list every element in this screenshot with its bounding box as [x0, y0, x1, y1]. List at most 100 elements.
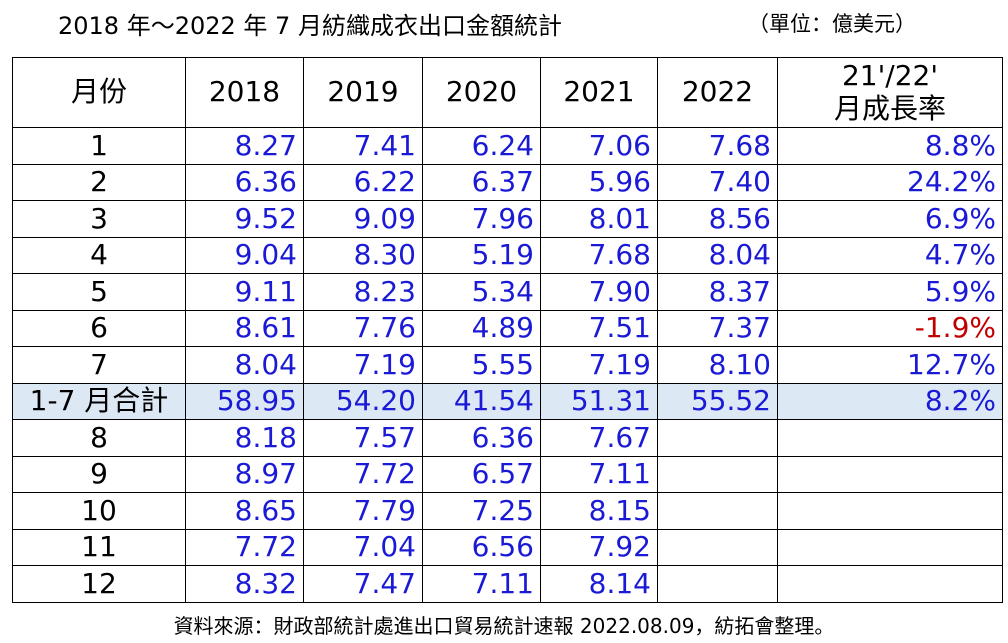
empty-cell — [657, 419, 778, 457]
cell: 24.2% — [777, 163, 1003, 201]
cell: 41.54 — [422, 382, 541, 420]
cell: 7.72 — [185, 528, 304, 566]
row-label: 2 — [12, 163, 186, 201]
column-header: 2022 — [657, 57, 778, 128]
cell: 5.55 — [422, 346, 541, 384]
cell: 4.89 — [422, 309, 541, 347]
cell: 6.9% — [777, 200, 1003, 238]
row-label: 8 — [12, 419, 186, 457]
cell: 7.06 — [540, 127, 658, 165]
cell: 8.97 — [185, 455, 304, 493]
cell: 7.41 — [303, 127, 423, 165]
header-row: 月份 2018 2019 2020 2021 2022 21'/22' 月成長率 — [12, 57, 1003, 128]
cell: 7.79 — [303, 492, 423, 530]
cell: 8.30 — [303, 236, 423, 274]
row-label: 3 — [12, 200, 186, 238]
cell: 6.56 — [422, 528, 541, 566]
cell: 4.7% — [777, 236, 1003, 274]
cell: 8.14 — [540, 565, 658, 603]
empty-cell — [657, 455, 778, 493]
cell: 7.11 — [422, 565, 541, 603]
empty-cell — [777, 565, 1003, 603]
row-label: 5 — [12, 273, 186, 311]
cell: 7.19 — [303, 346, 423, 384]
cell: 6.36 — [185, 163, 304, 201]
cell: 12.7% — [777, 346, 1003, 384]
source-note: 資料來源：財政部統計處進出口貿易統計速報 2022.08.09，紡拓會整理。 — [173, 614, 835, 638]
cell: 7.72 — [303, 455, 423, 493]
cell: -1.9% — [777, 309, 1003, 347]
empty-cell — [657, 492, 778, 530]
cell: 54.20 — [303, 382, 423, 420]
cell: 7.04 — [303, 528, 423, 566]
cell: 5.34 — [422, 273, 541, 311]
cell: 8.56 — [657, 200, 778, 238]
table-row: 10 8.65 7.79 7.25 8.15 — [12, 492, 1003, 530]
table-body: 1 8.27 7.41 6.24 7.06 7.68 8.8% 2 6.36 6.22 6.37 5.… — [12, 127, 1003, 603]
cell: 58.95 — [185, 382, 304, 420]
cell: 8.15 — [540, 492, 658, 530]
table-row: 5 9.11 8.23 5.34 7.90 8.37 5.9% — [12, 273, 1003, 311]
row-label: 6 — [12, 309, 186, 347]
cell: 7.67 — [540, 419, 658, 457]
row-label: 7 — [12, 346, 186, 384]
cell: 55.52 — [657, 382, 778, 420]
cell: 6.37 — [422, 163, 541, 201]
cell: 5.19 — [422, 236, 541, 274]
table-row: 8 8.18 7.57 6.36 7.67 — [12, 419, 1003, 457]
empty-cell — [657, 565, 778, 603]
row-label: 4 — [12, 236, 186, 274]
cell: 9.04 — [185, 236, 304, 274]
cell: 8.2% — [777, 382, 1003, 420]
table-row: 11 7.72 7.04 6.56 7.92 — [12, 528, 1003, 566]
cell: 8.10 — [657, 346, 778, 384]
table-row: 2 6.36 6.22 6.37 5.96 7.40 24.2% — [12, 163, 1003, 201]
empty-cell — [777, 492, 1003, 530]
cell: 6.24 — [422, 127, 541, 165]
unit: （單位：億美元） — [748, 12, 916, 36]
cell: 7.96 — [422, 200, 541, 238]
cell: 7.68 — [540, 236, 658, 274]
cell: 7.40 — [657, 163, 778, 201]
cell: 51.31 — [540, 382, 658, 420]
table: 月份 2018 2019 2020 2021 2022 21'/22' 月成長率 1 8.27… — [12, 57, 1003, 603]
cell: 7.25 — [422, 492, 541, 530]
cell: 8.04 — [657, 236, 778, 274]
cell: 8.01 — [540, 200, 658, 238]
row-label: 9 — [12, 455, 186, 493]
cell: 8.32 — [185, 565, 304, 603]
table-row: 6 8.61 7.76 4.89 7.51 7.37 -1.9% — [12, 309, 1003, 347]
cell: 7.90 — [540, 273, 658, 311]
table-row: 1-7 月合計 58.95 54.20 41.54 51.31 55.52 8.2% — [12, 382, 1003, 420]
row-label: 1-7 月合計 — [12, 382, 186, 420]
cell: 6.22 — [303, 163, 423, 201]
table-row: 9 8.97 7.72 6.57 7.11 — [12, 455, 1003, 493]
row-label: 12 — [12, 565, 186, 603]
cell: 7.51 — [540, 309, 658, 347]
row-label: 11 — [12, 528, 186, 566]
cell: 5.96 — [540, 163, 658, 201]
row-label: 10 — [12, 492, 186, 530]
cell: 7.47 — [303, 565, 423, 603]
empty-cell — [777, 528, 1003, 566]
cell: 7.19 — [540, 346, 658, 384]
table-row: 3 9.52 9.09 7.96 8.01 8.56 6.9% — [12, 200, 1003, 238]
column-header: 2021 — [540, 57, 658, 128]
cell: 7.76 — [303, 309, 423, 347]
cell: 9.09 — [303, 200, 423, 238]
cell: 9.11 — [185, 273, 304, 311]
table-row: 4 9.04 8.30 5.19 7.68 8.04 4.7% — [12, 236, 1003, 274]
cell: 8.18 — [185, 419, 304, 457]
column-header: 月份 — [12, 57, 186, 128]
cell: 8.65 — [185, 492, 304, 530]
cell: 8.27 — [185, 127, 304, 165]
table-row: 12 8.32 7.47 7.11 8.14 — [12, 565, 1003, 603]
column-header: 2019 — [303, 57, 423, 128]
table-row: 1 8.27 7.41 6.24 7.06 7.68 8.8% — [12, 127, 1003, 165]
cell: 8.8% — [777, 127, 1003, 165]
cell: 7.92 — [540, 528, 658, 566]
cell: 7.68 — [657, 127, 778, 165]
cell: 6.57 — [422, 455, 541, 493]
row-label: 1 — [12, 127, 186, 165]
